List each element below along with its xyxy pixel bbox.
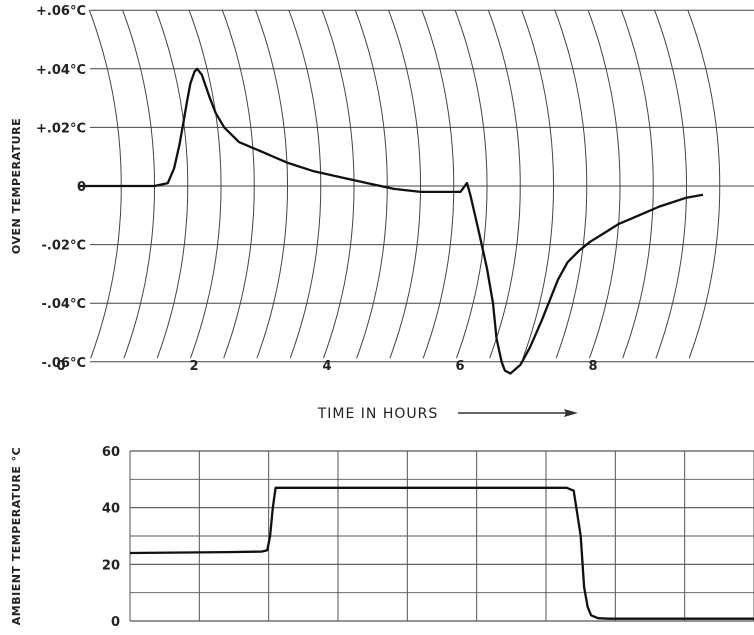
ambient-y-tick-label: 40 [102, 502, 120, 517]
oven-time-arc [88, 10, 122, 359]
oven-y-tick-label: 0 [77, 180, 86, 195]
oven-temperature-series [78, 67, 704, 375]
oven-y-tick-label: -.04°C [42, 297, 86, 312]
oven-time-arc [554, 10, 588, 359]
oven-time-arc [687, 10, 721, 359]
ambient-y-tick-label: 20 [102, 558, 120, 573]
ambient-y-tick-label: 0 [111, 615, 120, 630]
oven-time-arc [487, 10, 521, 359]
time-tick-label: 6 [456, 359, 465, 374]
ambient-temperature-tick-labels: 60 40 20 0 [102, 445, 120, 630]
ambient-temperature-line [129, 486, 754, 620]
oven-time-arc [255, 10, 288, 359]
oven-temperature-grid [88, 9, 754, 363]
oven-time-arc [587, 10, 621, 359]
oven-time-arc [454, 10, 488, 359]
oven-time-arc [388, 10, 421, 359]
oven-y-tick-label: +.02°C [36, 121, 86, 136]
oven-y-tick-label: +.04°C [36, 63, 86, 78]
oven-time-arc [288, 10, 322, 359]
oven-temperature-line [78, 67, 704, 375]
time-arrow [458, 409, 578, 417]
oven-time-arc [354, 10, 388, 359]
oven-time-arc [521, 10, 554, 359]
time-tick-label: 2 [190, 359, 199, 374]
oven-time-arc [421, 10, 455, 359]
oven-y-tick-label: -.02°C [42, 239, 86, 254]
ambient-temperature-series [129, 486, 754, 620]
time-tick-label: 8 [589, 359, 598, 374]
ambient-temperature-grid [129, 450, 754, 622]
time-axis-label: TIME IN HOURS [317, 406, 439, 422]
oven-y-tick-label: +.06°C [36, 4, 86, 19]
oven-time-arc [155, 10, 189, 359]
time-tick-label: 4 [323, 359, 332, 374]
oven-time-arc [620, 10, 654, 359]
oven-temperature-tick-labels: +.06°C+.04°C+.02°C0-.02°C-.04°C-.06°C0 2 4… [36, 4, 598, 374]
oven-time-arc [122, 10, 155, 359]
oven-time-arc [654, 10, 687, 359]
oven-temperature-axis-label: OVEN TEMPERATURE [10, 118, 23, 254]
ambient-temperature-axis-label: AMBIENT TEMPERATURE °C [10, 447, 23, 625]
oven-time-arc [321, 10, 355, 359]
time-tick-label: 0 [57, 359, 66, 374]
oven-y-tick-label: -.06°C [42, 356, 86, 371]
oven-time-arc [188, 10, 222, 359]
ambient-y-tick-label: 60 [102, 445, 120, 460]
oven-time-arc [221, 10, 255, 359]
